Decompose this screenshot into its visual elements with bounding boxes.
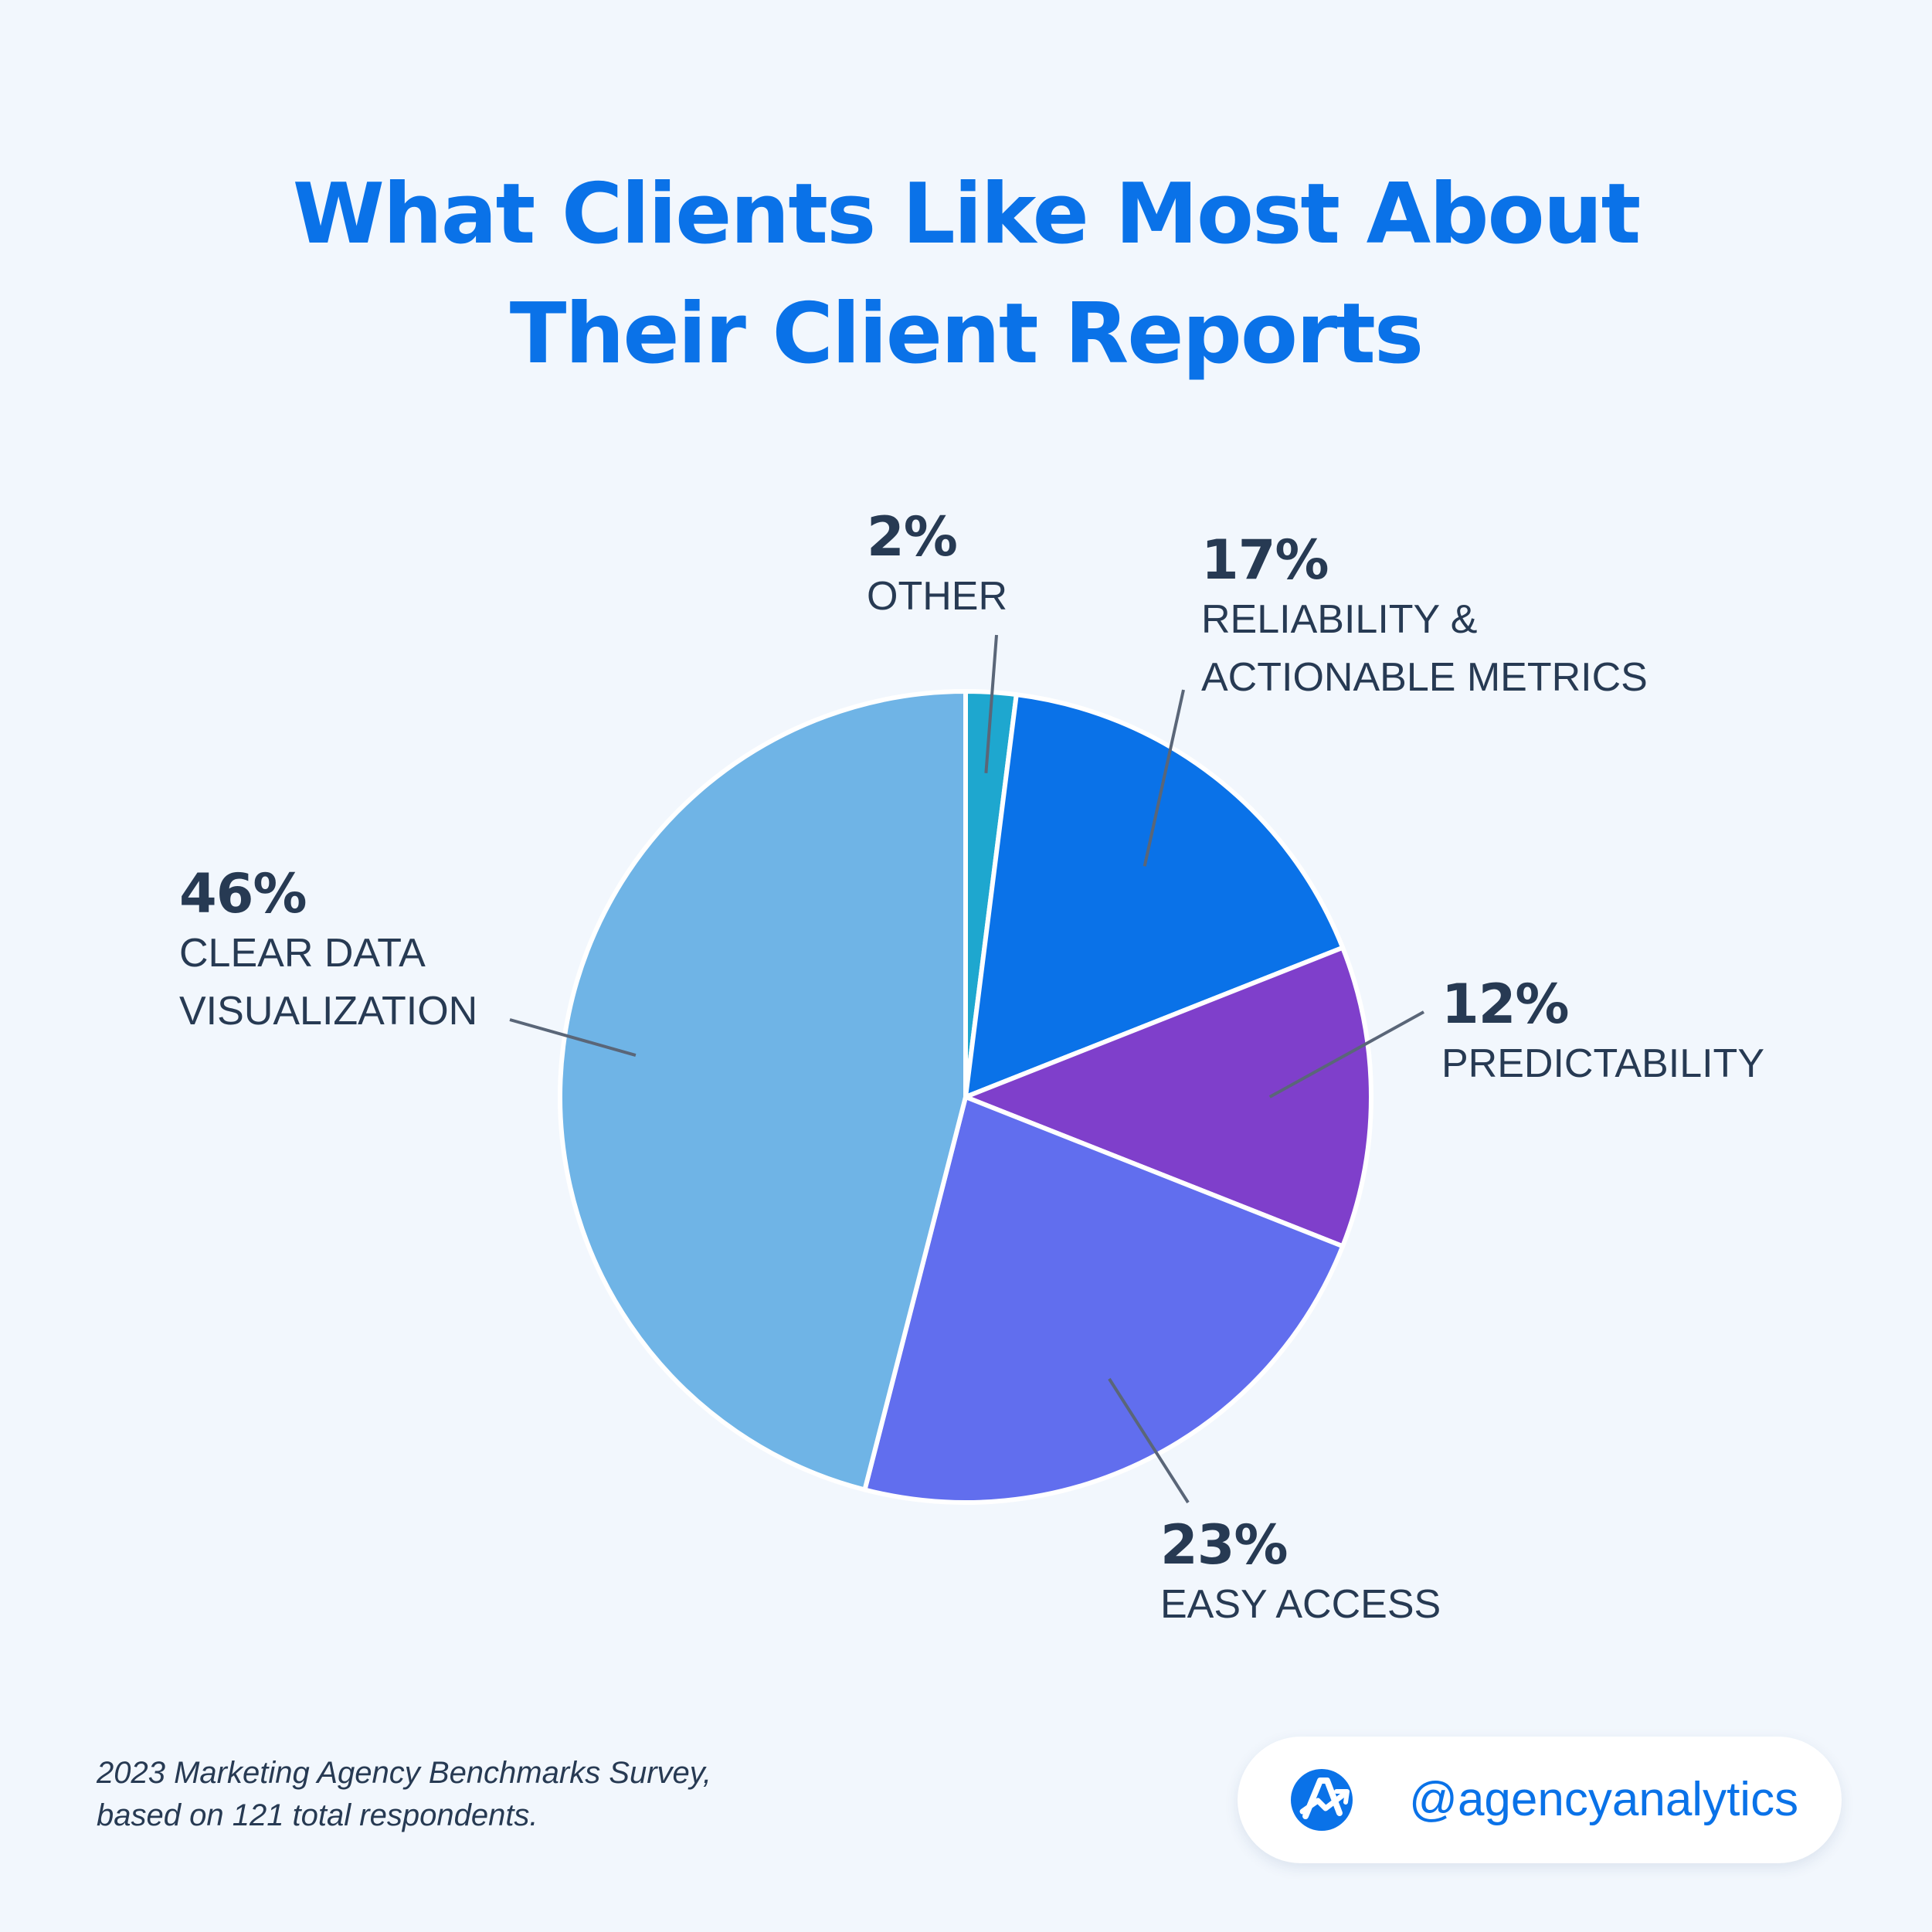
leader-line-easy-access <box>1108 1377 1190 1504</box>
slice-value-label: 2% <box>867 505 958 569</box>
pie-slice-clear-data <box>558 689 968 1492</box>
slice-label-easy-access: 23% EASY ACCESS <box>1160 1514 1441 1634</box>
leader-line-predictability <box>1268 1010 1424 1098</box>
slice-category-label: PREDICTABILITY <box>1441 1041 1765 1086</box>
source-footnote: 2023 Marketing Agency Benchmarks Survey,… <box>97 1752 711 1837</box>
pie-slice-easy-access <box>862 1095 1346 1506</box>
leader-line-reliability <box>1143 689 1185 867</box>
slice-category-label: VISUALIZATION <box>179 989 478 1034</box>
slice-label-clear-data: 46% CLEAR DATA VISUALIZATION <box>179 863 477 1041</box>
leader-line-other <box>984 634 998 773</box>
chart-title: What Clients Like Most About Their Clien… <box>0 154 1932 394</box>
slice-label-reliability: 17% RELIABILITY & ACTIONABLE METRICS <box>1201 529 1648 707</box>
slice-category-label: CLEAR DATA <box>179 931 426 976</box>
slice-value-label: 46% <box>179 862 307 925</box>
source-line-2: based on 121 total respondents. <box>97 1798 538 1832</box>
leader-line-clear-data <box>509 1018 637 1057</box>
pie-slice-reliability <box>963 692 1346 1099</box>
chart-title-line-2: Their Client Reports <box>509 286 1424 382</box>
slice-value-label: 23% <box>1160 1513 1289 1577</box>
slice-value-label: 17% <box>1201 528 1329 592</box>
pie-slice-predictability <box>963 945 1373 1249</box>
slice-label-other: 2% OTHER <box>867 506 1007 626</box>
slice-label-predictability: 12% PREDICTABILITY <box>1441 973 1764 1093</box>
slice-value-label: 12% <box>1441 973 1570 1036</box>
agencyanalytics-logo-icon <box>1291 1769 1353 1831</box>
slice-category-label: EASY ACCESS <box>1160 1582 1441 1627</box>
brand-badge[interactable]: @agencyanalytics <box>1238 1737 1842 1863</box>
chart-title-line-1: What Clients Like Most About <box>292 166 1641 263</box>
slice-category-label: ACTIONABLE METRICS <box>1201 655 1648 700</box>
slice-category-label: OTHER <box>867 574 1007 619</box>
brand-handle[interactable]: @agencyanalytics <box>1409 1773 1799 1826</box>
source-line-1: 2023 Marketing Agency Benchmarks Survey, <box>97 1756 711 1790</box>
slice-category-label: RELIABILITY & <box>1201 597 1478 642</box>
